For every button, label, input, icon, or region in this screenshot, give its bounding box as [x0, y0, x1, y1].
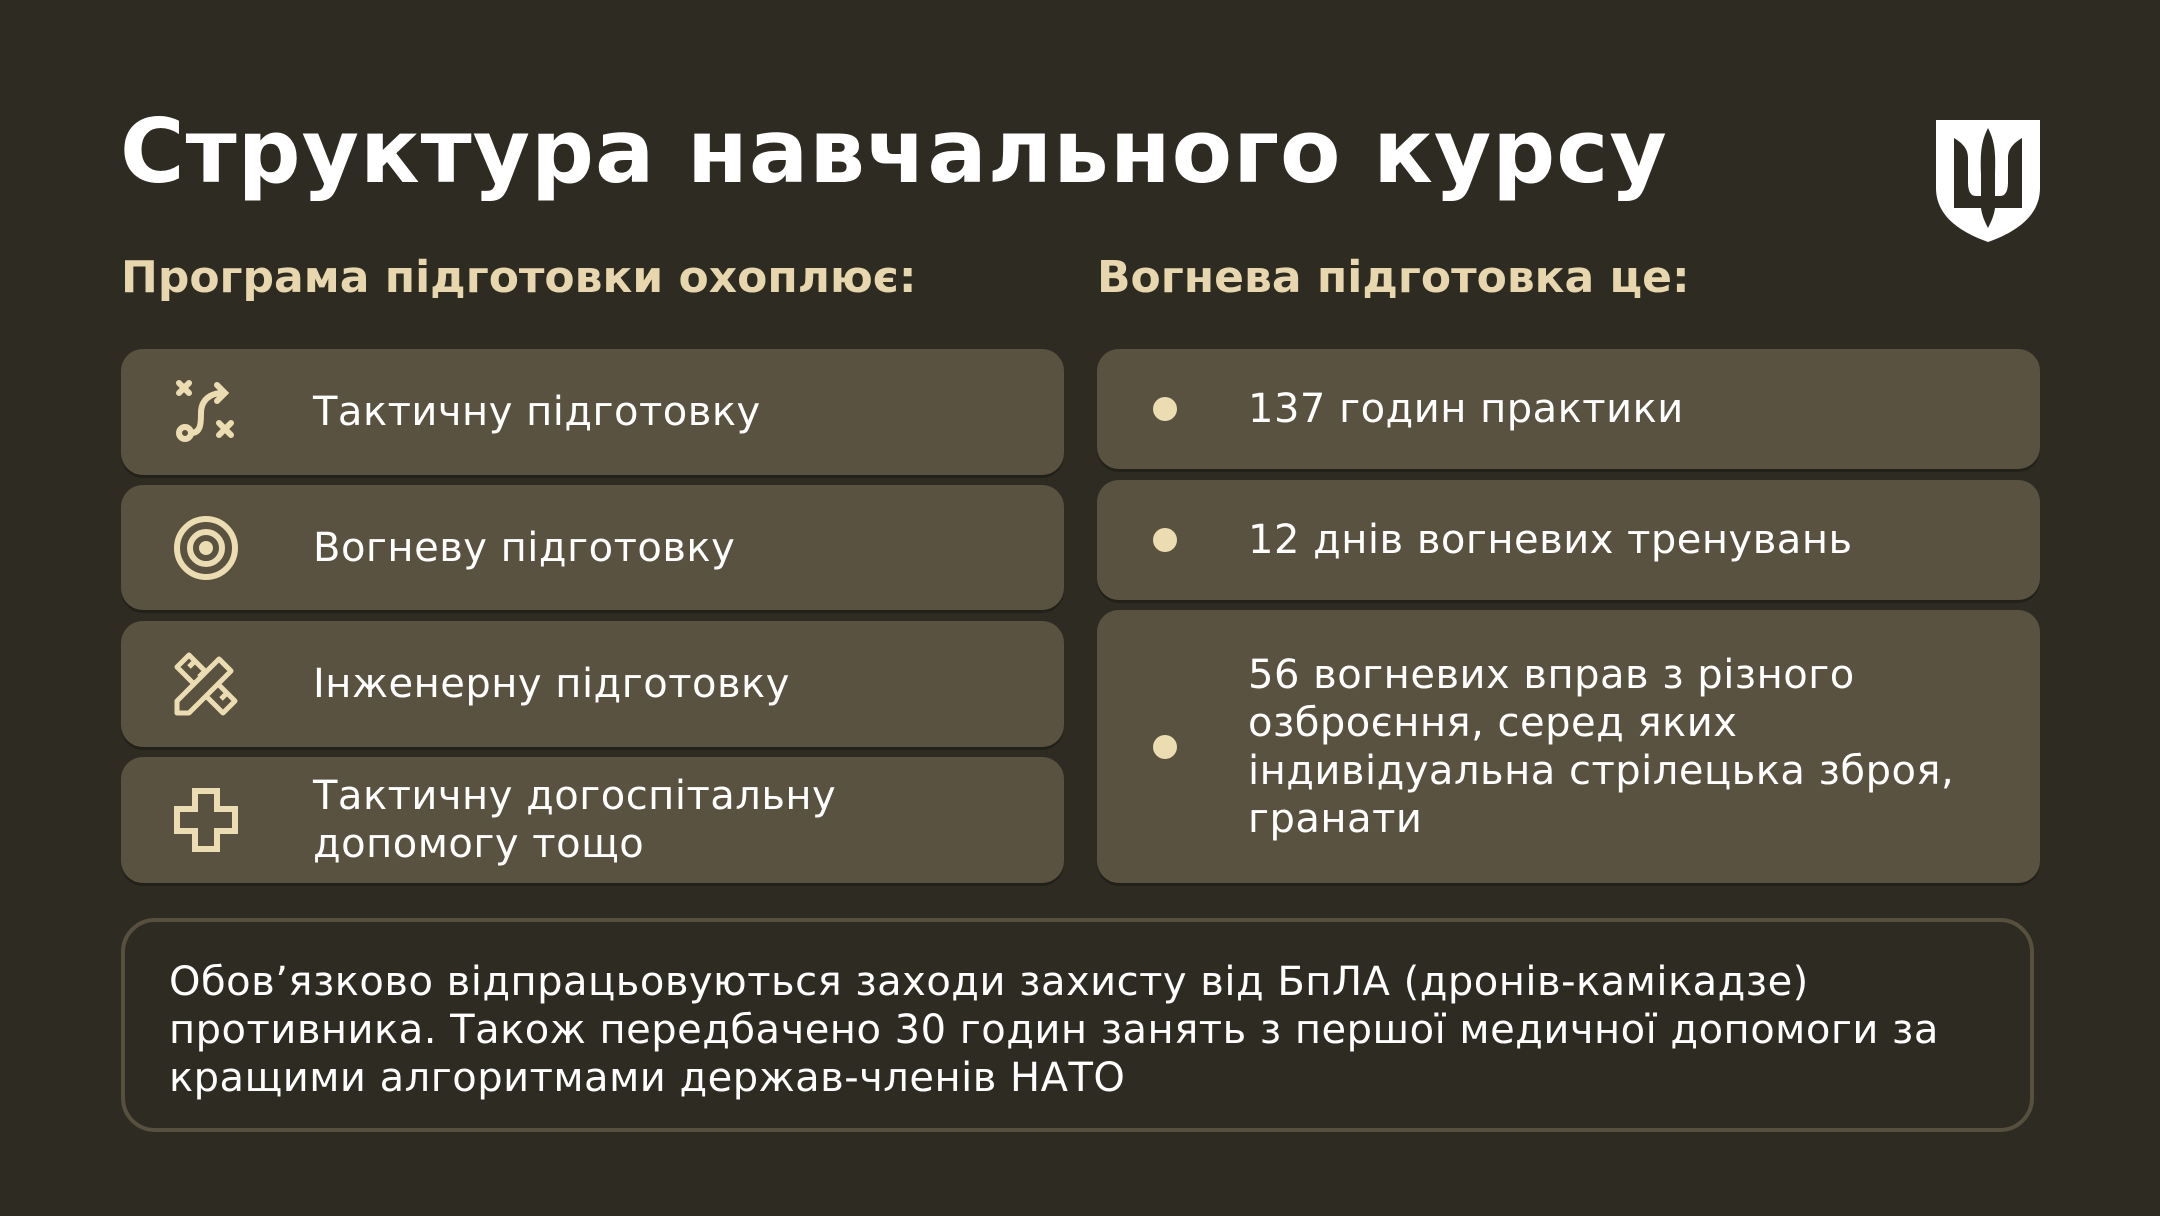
fact-label: 12 днів вогневих тренувань: [1248, 517, 1853, 563]
target-icon: [174, 515, 238, 580]
medical-cross-icon: [174, 788, 238, 852]
note-text: Обов’язково відпрацьовуються заходи захи…: [169, 959, 1939, 1101]
note-box: Обов’язково відпрацьовуються заходи захи…: [121, 918, 2034, 1132]
bullet-icon: [1153, 397, 1177, 421]
trident-shield-logo: [1936, 120, 2040, 242]
fire-training-heading: Вогнева підготовка це:: [1097, 252, 1690, 303]
fact-label: 56 вогневих вправ з різного озброєння, с…: [1248, 651, 1955, 842]
item-label: Тактичну підготовку: [313, 389, 761, 435]
ruler-pencil-icon: [174, 652, 238, 716]
list-item-tactical: Тактичну підготовку: [121, 349, 1064, 475]
fact-days: 12 днів вогневих тренувань: [1097, 480, 2040, 600]
bullet-icon: [1153, 528, 1177, 552]
list-item-fire: Вогневу підготовку: [121, 485, 1064, 610]
fact-label: 137 годин практики: [1248, 386, 1684, 432]
item-label: Вогневу підготовку: [313, 524, 736, 571]
item-label: Тактичну догоспітальну допомогу тощо: [313, 773, 837, 867]
program-heading: Програма підготовки охоплює:: [121, 252, 917, 303]
fact-hours: 137 годин практики: [1097, 349, 2040, 469]
tactical-route-icon: [176, 380, 234, 442]
item-label: Інженерну підготовку: [313, 661, 790, 707]
list-item-engineering: Інженерну підготовку: [121, 621, 1064, 747]
bullet-icon: [1153, 734, 1177, 759]
list-item-medical: Тактичну догоспітальну допомогу тощо: [121, 757, 1064, 883]
page-title: Структура навчального курсу: [120, 100, 1668, 203]
fact-exercises: 56 вогневих вправ з різного озброєння, с…: [1097, 610, 2040, 883]
